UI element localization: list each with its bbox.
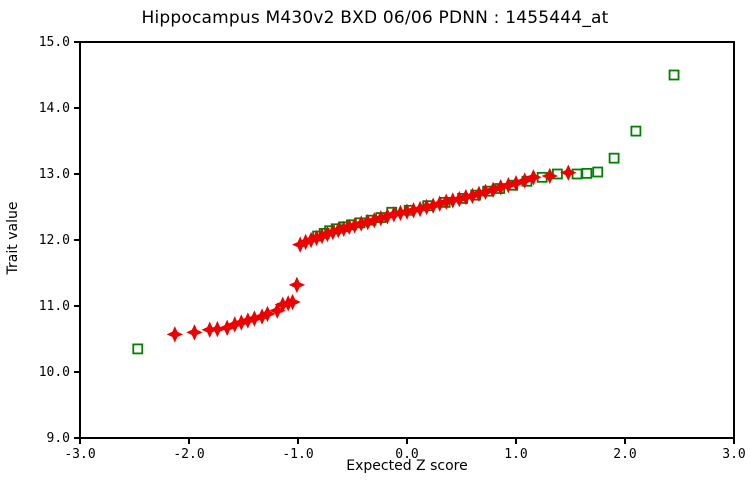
data-point-diamond xyxy=(284,293,301,311)
y-tick-label: 10.0 xyxy=(39,365,70,380)
y-tick-label: 13.0 xyxy=(39,167,70,182)
data-point-diamond xyxy=(516,172,533,189)
x-tick-label: -3.0 xyxy=(64,447,95,462)
chart-title: Hippocampus M430v2 BXD 06/06 PDNN : 1455… xyxy=(141,8,609,28)
data-point-diamond xyxy=(166,326,184,343)
y-tick-label: 12.0 xyxy=(39,233,70,248)
y-tick-label: 15.0 xyxy=(39,35,70,50)
data-point-square xyxy=(571,168,583,180)
data-point-square xyxy=(630,125,642,137)
y-tick-label: 11.0 xyxy=(39,299,70,314)
y-tick-label: 9.0 xyxy=(47,431,70,446)
data-point-diamond xyxy=(560,164,577,181)
x-tick-label: -1.0 xyxy=(282,447,313,462)
x-tick-label: -2.0 xyxy=(173,447,204,462)
data-point-square xyxy=(592,166,604,178)
x-tick-label: 3.0 xyxy=(722,447,745,462)
x-tick-label: 1.0 xyxy=(504,447,527,462)
data-point-diamond xyxy=(541,167,558,185)
x-axis-title: Expected Z score xyxy=(346,458,468,474)
data-point-diamond xyxy=(507,175,525,192)
y-tick-label: 14.0 xyxy=(39,101,70,116)
data-point-diamond xyxy=(186,324,203,341)
x-tick-label: 0.0 xyxy=(395,447,418,462)
x-tick-label: 2.0 xyxy=(613,447,636,462)
data-point-square xyxy=(132,343,144,355)
data-point-diamond xyxy=(525,169,542,186)
data-point-diamond xyxy=(288,276,306,294)
plot-border xyxy=(79,41,735,439)
data-point-diamond xyxy=(259,305,276,323)
data-point-square xyxy=(581,167,593,179)
y-axis-title: Trait value xyxy=(5,201,21,275)
data-point-square xyxy=(608,152,620,164)
data-point-square xyxy=(668,69,680,81)
